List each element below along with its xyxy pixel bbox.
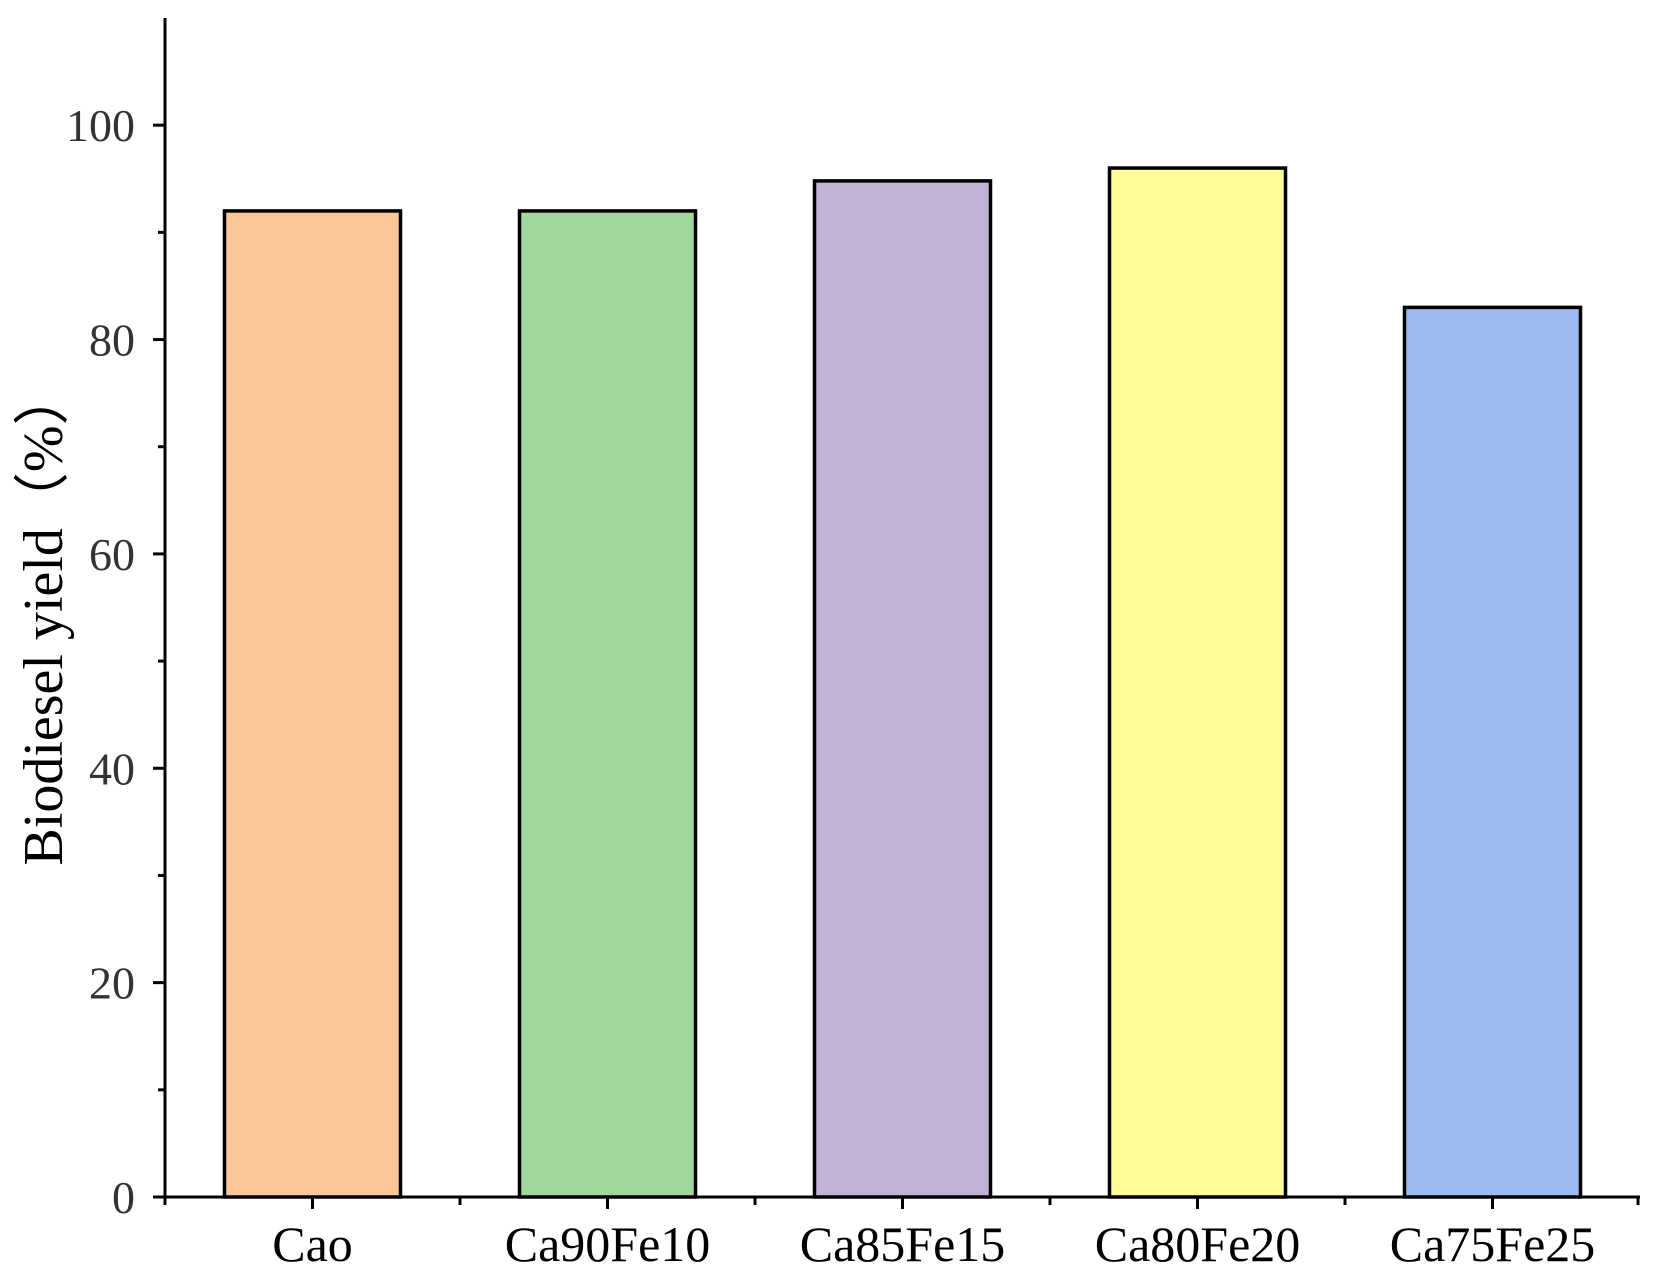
bar-ca75fe25 — [1402, 305, 1583, 1199]
bars-layer — [222, 166, 1583, 1199]
bar-ca90fe10 — [517, 209, 698, 1199]
bar-ca85fe15 — [812, 179, 993, 1199]
x-tick-label: Cao — [272, 1216, 353, 1272]
bar-cao — [222, 209, 403, 1199]
y-tick-label: 60 — [89, 529, 135, 580]
y-axis-title: Biodiesel yield（%） — [13, 369, 75, 865]
x-tick-label: Ca80Fe20 — [1095, 1216, 1301, 1272]
x-tick-label: Ca75Fe25 — [1390, 1216, 1596, 1272]
x-tick-label: Ca90Fe10 — [505, 1216, 711, 1272]
y-tick-label: 100 — [66, 100, 135, 151]
y-tick-label: 20 — [89, 958, 135, 1009]
bar-ca80fe20 — [1107, 166, 1288, 1199]
y-tick-label: 80 — [89, 315, 135, 366]
x-ticks: Cao Ca90Fe10 Ca85Fe15 Ca80Fe20 Ca75Fe25 — [163, 1197, 1640, 1272]
y-tick-label: 40 — [89, 743, 135, 794]
x-tick-label: Ca85Fe15 — [800, 1216, 1006, 1272]
y-tick-label: 0 — [112, 1172, 135, 1223]
y-ticks: 0 20 40 60 80 100 — [66, 100, 165, 1223]
